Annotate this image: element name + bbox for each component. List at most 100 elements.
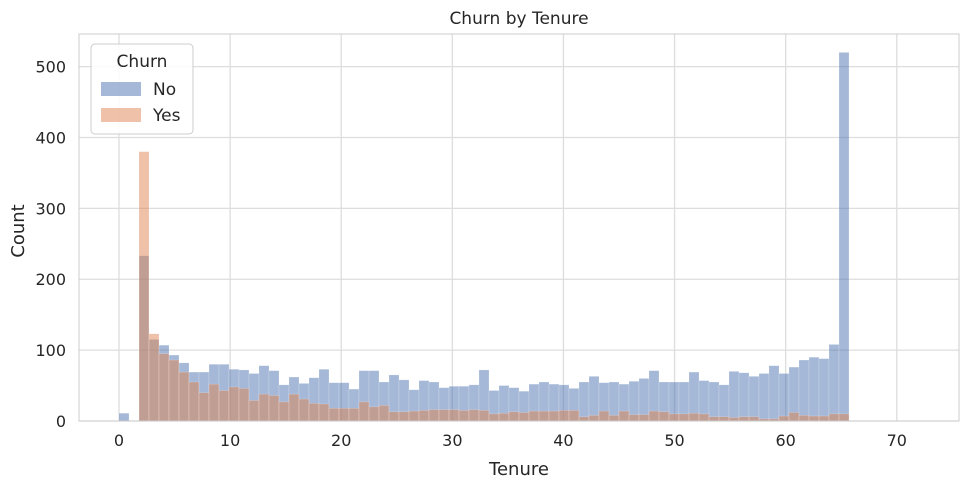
bar-no — [738, 372, 750, 422]
bar-yes — [358, 401, 370, 422]
bar-yes — [788, 412, 800, 422]
x-axis-label: Tenure — [488, 459, 549, 480]
bar-yes — [138, 151, 150, 422]
bar-yes — [198, 392, 210, 422]
x-tick-label: 50 — [664, 431, 684, 450]
bar-yes — [298, 398, 310, 422]
bar-yes — [608, 415, 620, 422]
chart-title: Churn by Tenure — [449, 9, 588, 29]
bar-no — [778, 373, 790, 422]
legend-label-yes: Yes — [152, 106, 181, 126]
bar-yes — [728, 417, 740, 422]
bar-yes — [638, 414, 650, 422]
bar-yes — [418, 410, 430, 422]
legend-swatch-yes — [101, 108, 141, 122]
bar-yes — [368, 406, 380, 422]
bar-yes — [528, 410, 540, 422]
bar-yes — [558, 410, 570, 422]
bar-yes — [238, 388, 250, 422]
bar-yes — [598, 410, 610, 422]
grid-lines — [79, 34, 959, 422]
bar-yes — [498, 412, 510, 422]
bar-yes — [698, 413, 710, 422]
bar-yes — [568, 410, 580, 422]
bar-yes — [798, 415, 810, 422]
legend-swatch-no — [101, 82, 141, 96]
bar-yes — [438, 409, 450, 422]
bar-no — [828, 344, 840, 422]
bar-yes — [468, 409, 480, 422]
bar-yes — [808, 415, 820, 422]
bar-no — [118, 412, 130, 422]
bar-yes — [318, 403, 330, 422]
bar-yes — [828, 413, 840, 422]
bar-yes — [168, 359, 180, 422]
bar-yes — [178, 371, 190, 422]
bar-yes — [278, 401, 290, 422]
x-tick-label: 60 — [775, 431, 795, 450]
bar-yes — [228, 386, 240, 422]
bar-yes — [248, 400, 260, 422]
bar-yes — [518, 412, 530, 422]
bar-yes — [688, 412, 700, 422]
bar-yes — [538, 410, 550, 422]
bar-yes — [308, 403, 320, 422]
y-axis-label: Count — [8, 204, 29, 257]
bar-yes — [458, 410, 470, 422]
bar-no — [808, 356, 820, 422]
bar-yes — [398, 411, 410, 422]
bar-yes — [208, 383, 220, 422]
bar-yes — [188, 381, 200, 422]
bar-no — [838, 52, 850, 422]
bar-yes — [148, 333, 160, 422]
y-tick-label: 300 — [35, 199, 66, 218]
bar-no — [768, 365, 780, 422]
y-tick-label: 0 — [56, 412, 66, 431]
bar-yes — [378, 405, 390, 422]
bar-no — [718, 384, 730, 422]
bar-yes — [718, 416, 730, 422]
bar-yes — [748, 416, 760, 422]
x-tick-label: 20 — [331, 431, 351, 450]
bar-yes — [428, 409, 440, 422]
bar-yes — [338, 407, 350, 422]
bar-yes — [548, 410, 560, 422]
bar-yes — [738, 416, 750, 422]
bar-no — [728, 371, 740, 422]
y-tick-label: 200 — [35, 270, 66, 289]
bar-yes — [258, 393, 270, 422]
x-tick-label: 40 — [553, 431, 573, 450]
bar-yes — [618, 410, 630, 422]
bar-yes — [218, 390, 230, 422]
x-tick-label: 0 — [114, 431, 124, 450]
bar-no — [708, 381, 720, 422]
bar-yes — [658, 411, 670, 422]
bar-yes — [668, 413, 680, 422]
bar-yes — [838, 413, 850, 422]
bar-no — [758, 373, 770, 422]
bar-no — [818, 358, 830, 422]
legend: Churn No Yes — [90, 43, 194, 135]
y-tick-label: 500 — [35, 58, 66, 77]
bar-yes — [818, 415, 830, 422]
bar-no — [578, 381, 590, 422]
bar-yes — [778, 415, 790, 422]
bar-no — [588, 376, 600, 422]
bar-yes — [628, 414, 640, 422]
axis-ticks: 0 10 20 30 40 50 60 70 0 100 200 300 400 500 — [35, 58, 907, 450]
bar-yes — [708, 416, 720, 422]
bar-yes — [488, 413, 500, 422]
bar-yes — [508, 411, 520, 422]
bar-no — [798, 359, 810, 422]
histogram-bars — [118, 52, 850, 422]
bar-yes — [348, 407, 360, 422]
legend-label-no: No — [153, 80, 176, 100]
legend-title: Churn — [117, 52, 168, 72]
bar-yes — [268, 395, 280, 422]
bar-yes — [448, 409, 460, 422]
y-tick-label: 100 — [35, 341, 66, 360]
bar-yes — [578, 416, 590, 422]
bar-yes — [478, 410, 490, 422]
x-tick-label: 30 — [442, 431, 462, 450]
